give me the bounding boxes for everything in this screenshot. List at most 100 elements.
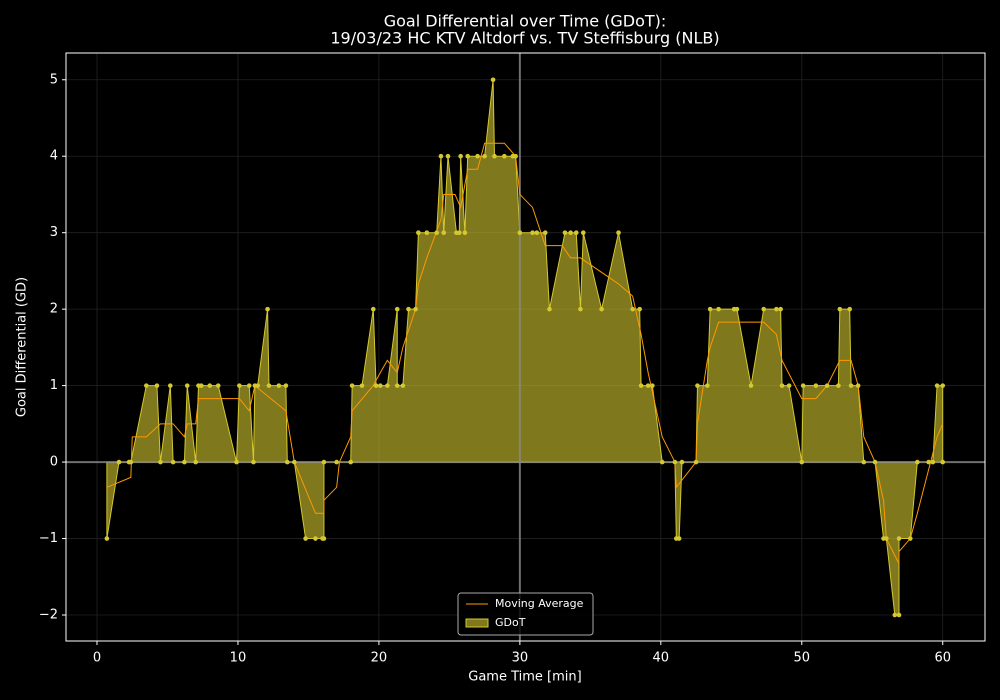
gdot-point <box>896 612 902 618</box>
gdot-point <box>475 153 480 159</box>
gdot-point <box>940 383 946 388</box>
x-tick-label: 10 <box>230 651 247 666</box>
gdot-point <box>695 383 700 388</box>
gdot-point <box>676 536 682 541</box>
y-tick-label: 1 <box>50 378 58 393</box>
legend-swatch <box>465 618 489 628</box>
gdot-point <box>359 383 365 388</box>
y-tick-label: −1 <box>39 531 58 546</box>
gdot-point <box>573 230 579 235</box>
gdot-point <box>672 459 678 465</box>
gdot-point <box>580 230 586 235</box>
gdot-point <box>748 383 754 388</box>
gdot-point <box>276 383 282 388</box>
gdot-point <box>940 459 946 465</box>
gdot-point <box>779 383 785 388</box>
plot-frame <box>65 52 986 642</box>
gdot-point <box>215 383 221 388</box>
gdot-point <box>255 383 260 388</box>
gdot-point <box>926 459 931 465</box>
gdot-point <box>378 383 383 388</box>
gdot-point <box>313 536 318 541</box>
gdot-point <box>638 383 644 388</box>
y-tick-label: 3 <box>50 225 58 240</box>
x-tick-label: 0 <box>93 651 101 666</box>
gdot-point <box>599 306 604 312</box>
gdot-point <box>170 459 176 465</box>
gdot-point <box>283 383 289 388</box>
gdot-point <box>168 383 173 388</box>
gdot-point <box>424 230 430 235</box>
gdot-point <box>517 230 523 235</box>
gdot-point <box>158 459 163 465</box>
gdot-point <box>456 230 462 235</box>
gdot-point <box>394 306 400 312</box>
gdot-point <box>458 153 463 159</box>
gdot-point <box>799 459 805 465</box>
chart-subtitle: 19/03/23 HC KTV Altdorf vs. TV Steffisbu… <box>330 29 719 48</box>
gdot-point <box>716 306 721 312</box>
gdot-point <box>774 306 779 312</box>
gdot-point <box>438 153 444 159</box>
gdot-point <box>445 153 451 159</box>
gdot-point <box>413 306 418 312</box>
gdot-point <box>492 153 497 159</box>
gdot-point <box>144 383 149 388</box>
chart-title: Goal Differential over Time (GDoT): <box>384 12 667 31</box>
gdot-point <box>193 459 198 465</box>
gdot-point <box>385 383 390 388</box>
gdot-point <box>462 230 468 235</box>
gdot-point <box>199 383 204 388</box>
gdot-point <box>824 383 830 388</box>
gdot-area <box>106 79 944 616</box>
gdot-point <box>434 230 440 235</box>
gdot-point <box>892 612 898 618</box>
gdot-point <box>246 383 252 388</box>
gdot-point <box>547 306 552 312</box>
gdot-point <box>637 306 642 312</box>
gdot-point <box>234 459 239 465</box>
gdot-point <box>813 383 819 388</box>
gdot-point <box>182 459 187 465</box>
gdot-point <box>786 383 792 388</box>
x-tick-label: 30 <box>512 651 529 666</box>
y-tick-label: 2 <box>50 302 58 317</box>
gdot-point <box>104 536 110 541</box>
gdot-point <box>502 153 507 159</box>
gdot-point <box>441 230 447 235</box>
gdot-point <box>303 536 308 541</box>
gdot-point <box>836 383 841 388</box>
gdot-point <box>855 383 861 388</box>
gdot-point <box>542 230 548 235</box>
gdot-point <box>292 459 297 465</box>
gdot-point <box>616 230 621 235</box>
gdot-point <box>348 459 354 465</box>
gdot-point <box>705 383 710 388</box>
gdot-point <box>321 459 327 465</box>
gdot-point <box>465 153 471 159</box>
gdot-point <box>334 459 339 465</box>
y-tick-label: 5 <box>50 72 58 87</box>
gdot-point <box>416 230 421 235</box>
gdot-point <box>847 306 852 312</box>
gdot-point <box>650 383 655 388</box>
gdot-point <box>861 459 867 465</box>
gdot-point <box>251 459 256 465</box>
gdot-point <box>128 459 134 465</box>
gdot-point <box>406 306 411 312</box>
gdot-point <box>659 459 665 465</box>
gdot-point <box>896 536 902 541</box>
moving-average-line <box>106 142 944 564</box>
gdot-point <box>734 306 740 312</box>
gdot-point <box>872 459 878 465</box>
gdot-point <box>679 459 685 465</box>
y-tick-label: 0 <box>50 455 58 470</box>
gdot-point <box>530 230 535 235</box>
gdot-point <box>568 230 573 235</box>
x-tick-label: 50 <box>793 651 810 666</box>
gdot-point <box>373 383 379 388</box>
gdot-point <box>370 306 376 312</box>
gdot-point <box>778 306 783 312</box>
gdot-point <box>761 306 767 312</box>
